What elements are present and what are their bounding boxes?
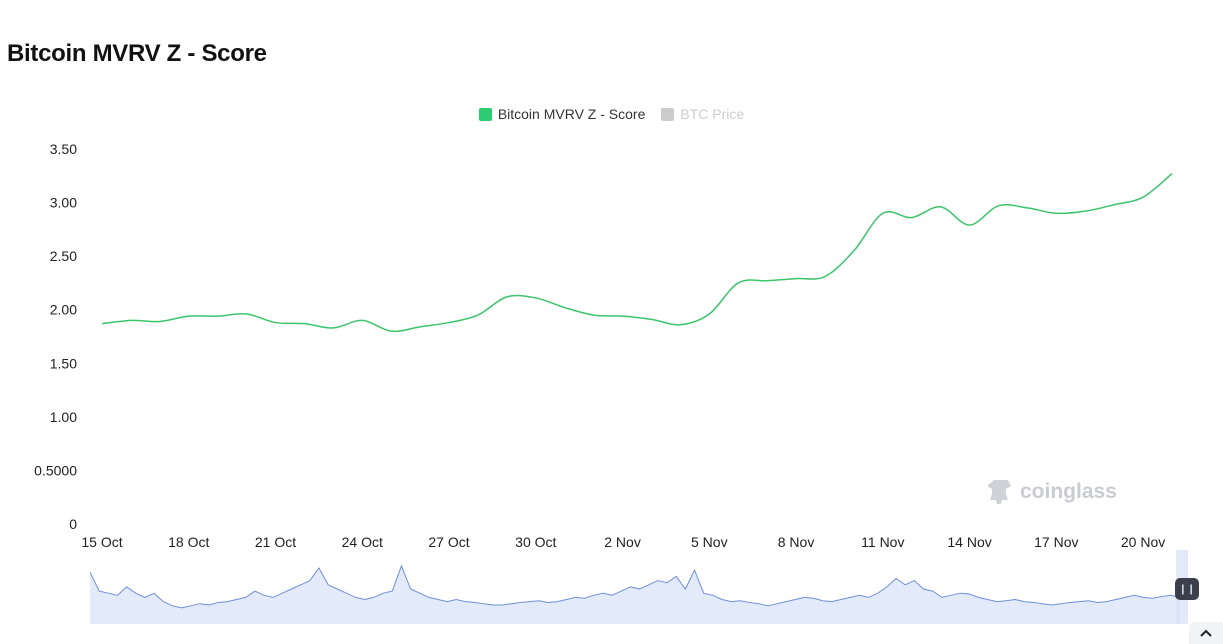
y-tick-label: 1.00 [50, 409, 77, 425]
x-tick-label: 27 Oct [428, 534, 469, 550]
overview-area [90, 565, 1180, 624]
y-tick-label: 1.50 [50, 355, 77, 371]
y-tick-label: 3.50 [50, 141, 77, 157]
series-line-mvrv [101, 173, 1173, 333]
y-tick-label: 2.50 [50, 248, 77, 264]
legend-item-mvrv[interactable]: Bitcoin MVRV Z - Score [478, 106, 646, 122]
legend-label-mvrv: Bitcoin MVRV Z - Score [497, 106, 646, 122]
coinglass-logo-icon [988, 480, 1011, 504]
chart-title: Bitcoin MVRV Z - Score [7, 40, 267, 67]
legend: Bitcoin MVRV Z - Score BTC Price [0, 106, 1223, 122]
legend-swatch-mvrv [478, 107, 492, 121]
x-tick-label: 15 Oct [81, 534, 122, 550]
y-tick-label: 0 [69, 516, 77, 532]
x-tick-label: 8 Nov [778, 534, 815, 550]
overview-line [89, 564, 1181, 609]
legend-swatch-btc-price [661, 107, 675, 121]
y-tick-label: 0.5000 [34, 462, 77, 478]
x-tick-label: 24 Oct [342, 534, 383, 550]
y-tick-label: 2.00 [50, 302, 77, 318]
watermark-text: coinglass [1020, 480, 1117, 503]
legend-label-btc-price: BTC Price [680, 106, 745, 122]
x-tick-label: 11 Nov [861, 534, 904, 550]
x-tick-label: 14 Nov [947, 534, 991, 550]
x-tick-label: 20 Nov [1121, 534, 1165, 550]
watermark: coinglass [988, 477, 1117, 507]
x-tick-label: 21 Oct [255, 534, 296, 550]
grip-icon: ❙❙ [1178, 583, 1196, 595]
x-tick-label: 17 Nov [1034, 534, 1078, 550]
y-tick-label: 3.00 [50, 195, 77, 211]
x-tick-label: 2 Nov [604, 534, 641, 550]
scroll-to-top-button[interactable] [1189, 622, 1223, 644]
x-tick-label: 18 Oct [168, 534, 209, 550]
range-slider-handle[interactable]: ❙❙ [1175, 578, 1199, 600]
legend-item-btc-price[interactable]: BTC Price [661, 106, 744, 122]
x-tick-label: 30 Oct [515, 534, 556, 550]
x-tick-label: 5 Nov [691, 534, 728, 550]
chevron-up-icon [1200, 629, 1212, 637]
